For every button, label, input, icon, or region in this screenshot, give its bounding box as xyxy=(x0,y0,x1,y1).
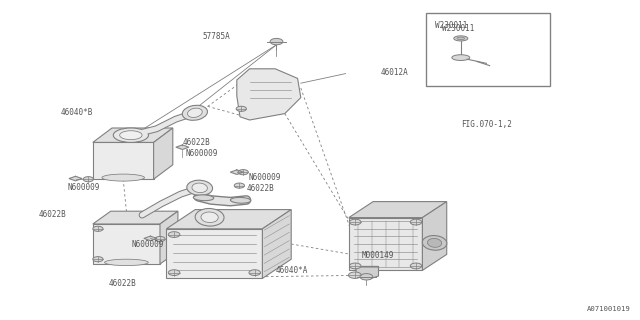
Circle shape xyxy=(234,183,244,188)
Text: N600009: N600009 xyxy=(186,149,218,158)
Ellipse shape xyxy=(187,180,212,196)
Polygon shape xyxy=(349,218,422,270)
Polygon shape xyxy=(154,128,173,179)
Circle shape xyxy=(360,274,372,280)
Text: N600009: N600009 xyxy=(131,240,164,249)
Text: 46040*B: 46040*B xyxy=(60,108,93,116)
Polygon shape xyxy=(349,202,447,218)
Polygon shape xyxy=(93,128,173,142)
Text: FIG.070-1,2: FIG.070-1,2 xyxy=(461,120,511,129)
Ellipse shape xyxy=(452,55,470,60)
Circle shape xyxy=(410,219,422,225)
Polygon shape xyxy=(166,210,291,229)
Ellipse shape xyxy=(201,212,218,222)
Circle shape xyxy=(155,236,165,242)
Polygon shape xyxy=(160,211,178,264)
Ellipse shape xyxy=(457,37,465,40)
Circle shape xyxy=(410,263,422,269)
Polygon shape xyxy=(176,145,189,149)
Circle shape xyxy=(238,170,248,175)
Polygon shape xyxy=(422,202,447,270)
Text: A071001019: A071001019 xyxy=(587,306,630,312)
Circle shape xyxy=(349,272,361,278)
Text: N600009: N600009 xyxy=(67,183,100,192)
Ellipse shape xyxy=(104,259,148,266)
Ellipse shape xyxy=(428,238,442,247)
Text: M000149: M000149 xyxy=(362,252,394,260)
Bar xyxy=(426,13,550,86)
Text: W230011: W230011 xyxy=(435,21,468,30)
Text: N600009: N600009 xyxy=(248,173,281,182)
Circle shape xyxy=(93,257,103,262)
Polygon shape xyxy=(230,170,243,174)
Ellipse shape xyxy=(193,195,214,201)
Ellipse shape xyxy=(102,174,145,181)
Ellipse shape xyxy=(422,236,447,250)
Ellipse shape xyxy=(454,36,468,41)
Ellipse shape xyxy=(182,105,207,120)
Polygon shape xyxy=(144,236,157,241)
Ellipse shape xyxy=(195,209,224,226)
Circle shape xyxy=(168,270,180,276)
Text: 46022B: 46022B xyxy=(246,184,274,193)
Text: 46022B: 46022B xyxy=(38,210,66,219)
Circle shape xyxy=(349,263,361,269)
Circle shape xyxy=(168,232,180,237)
Text: 57785A: 57785A xyxy=(203,32,230,41)
Polygon shape xyxy=(93,224,160,264)
Circle shape xyxy=(93,226,103,231)
Circle shape xyxy=(83,177,93,182)
Text: W230011: W230011 xyxy=(442,24,474,33)
Text: 46022B: 46022B xyxy=(109,279,136,288)
Ellipse shape xyxy=(192,183,207,193)
Polygon shape xyxy=(262,210,291,278)
Polygon shape xyxy=(237,69,301,120)
Circle shape xyxy=(349,219,361,225)
Circle shape xyxy=(236,106,246,111)
Polygon shape xyxy=(93,142,154,179)
Circle shape xyxy=(249,270,260,276)
Ellipse shape xyxy=(230,197,251,203)
Text: 46040*A: 46040*A xyxy=(275,266,308,275)
Ellipse shape xyxy=(113,128,148,142)
Ellipse shape xyxy=(120,131,142,140)
Text: 46022B: 46022B xyxy=(182,138,210,147)
Polygon shape xyxy=(166,229,262,278)
Polygon shape xyxy=(356,266,378,279)
Ellipse shape xyxy=(188,108,202,117)
Polygon shape xyxy=(93,211,178,224)
Text: 46012A: 46012A xyxy=(381,68,408,76)
Circle shape xyxy=(270,38,283,45)
Polygon shape xyxy=(69,176,82,181)
